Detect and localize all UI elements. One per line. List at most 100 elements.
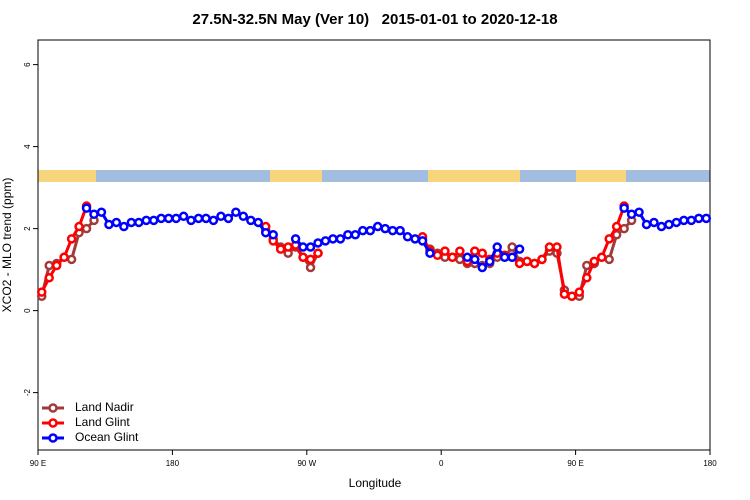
- land-band: [38, 170, 96, 182]
- data-point: [253, 217, 264, 228]
- data-point: [656, 221, 667, 232]
- data-point: [44, 273, 54, 283]
- data-point: [186, 215, 196, 226]
- data-point: [305, 254, 316, 265]
- data-point: [201, 213, 211, 224]
- data-point: [163, 213, 174, 224]
- data-point: [81, 203, 92, 213]
- data-point: [537, 254, 547, 265]
- data-point: [499, 252, 510, 263]
- data-point: [507, 242, 517, 252]
- data-point: [410, 234, 420, 244]
- data-point: [96, 207, 107, 217]
- data-point: [51, 260, 62, 271]
- data-point: [328, 234, 338, 244]
- data-point: [298, 252, 308, 263]
- y-tick-label: 2: [23, 226, 32, 231]
- data-point: [582, 273, 592, 283]
- data-point: [447, 252, 458, 263]
- data-point: [641, 219, 652, 230]
- data-point: [350, 230, 361, 240]
- data-point: [582, 260, 592, 271]
- data-point: [686, 215, 697, 226]
- data-point: [567, 291, 577, 301]
- legend-marker: [48, 433, 58, 443]
- legend-label: Land Glint: [75, 415, 130, 429]
- data-point: [626, 209, 637, 219]
- x-tick-label: 90 E: [567, 459, 583, 468]
- data-point: [298, 242, 308, 252]
- data-point: [395, 225, 405, 236]
- data-point: [313, 238, 323, 248]
- data-point: [455, 246, 465, 256]
- data-point: [402, 232, 413, 242]
- legend-label: Land Nadir: [75, 400, 134, 414]
- data-point: [81, 223, 92, 234]
- data-point: [216, 211, 226, 222]
- data-point: [208, 215, 219, 226]
- x-tick-label: 0: [439, 459, 444, 468]
- surface-band: [38, 170, 710, 182]
- data-point: [432, 250, 443, 260]
- series: [36, 201, 629, 301]
- data-point: [522, 256, 532, 267]
- data-point: [552, 242, 562, 252]
- data-point: [89, 209, 99, 219]
- data-point: [126, 217, 137, 228]
- data-point: [268, 230, 278, 240]
- data-point: [111, 217, 122, 228]
- x-tick-label: 90 W: [297, 459, 316, 468]
- data-point: [290, 234, 301, 244]
- data-point: [604, 254, 614, 265]
- y-tick-label: -2: [23, 388, 32, 396]
- data-point: [694, 213, 704, 224]
- data-point: [231, 207, 241, 217]
- data-point: [171, 213, 181, 224]
- ocean-band: [38, 170, 710, 182]
- land-band: [270, 170, 322, 182]
- data-point: [343, 230, 353, 240]
- y-tick-label: 6: [23, 62, 32, 67]
- data-point: [365, 225, 376, 236]
- legend-marker: [48, 403, 58, 413]
- data-point: [104, 219, 114, 230]
- data-point: [462, 252, 473, 263]
- data-point: [507, 252, 517, 263]
- data-point: [470, 254, 480, 265]
- data-point: [544, 242, 555, 252]
- x-axis-label: Longitude: [349, 476, 402, 490]
- data-point: [589, 256, 600, 267]
- data-point: [529, 258, 540, 269]
- data-point: [119, 221, 129, 232]
- data-point: [372, 221, 383, 232]
- data-point: [223, 213, 234, 224]
- data-point: [44, 260, 54, 271]
- data-point: [514, 258, 525, 269]
- data-point: [611, 221, 622, 232]
- data-point: [559, 289, 570, 299]
- data-point: [619, 223, 629, 234]
- data-point: [604, 234, 614, 244]
- data-point: [283, 242, 293, 252]
- data-point: [619, 203, 629, 213]
- data-point: [320, 236, 331, 246]
- data-point: [425, 248, 435, 258]
- data-point: [574, 287, 585, 297]
- data-point: [260, 227, 271, 238]
- data-point: [484, 256, 495, 267]
- data-point: [387, 225, 398, 236]
- data-point: [664, 219, 674, 230]
- data-point: [470, 246, 480, 256]
- data-point: [649, 217, 659, 228]
- data-point: [305, 262, 316, 273]
- data-point: [36, 287, 47, 297]
- data-point: [380, 223, 390, 234]
- legend-label: Ocean Glint: [75, 430, 139, 444]
- data-point: [66, 234, 77, 244]
- land-band: [576, 170, 626, 182]
- data-point: [440, 246, 450, 256]
- series: [81, 203, 712, 273]
- data-point: [178, 211, 189, 222]
- data-point: [313, 248, 323, 258]
